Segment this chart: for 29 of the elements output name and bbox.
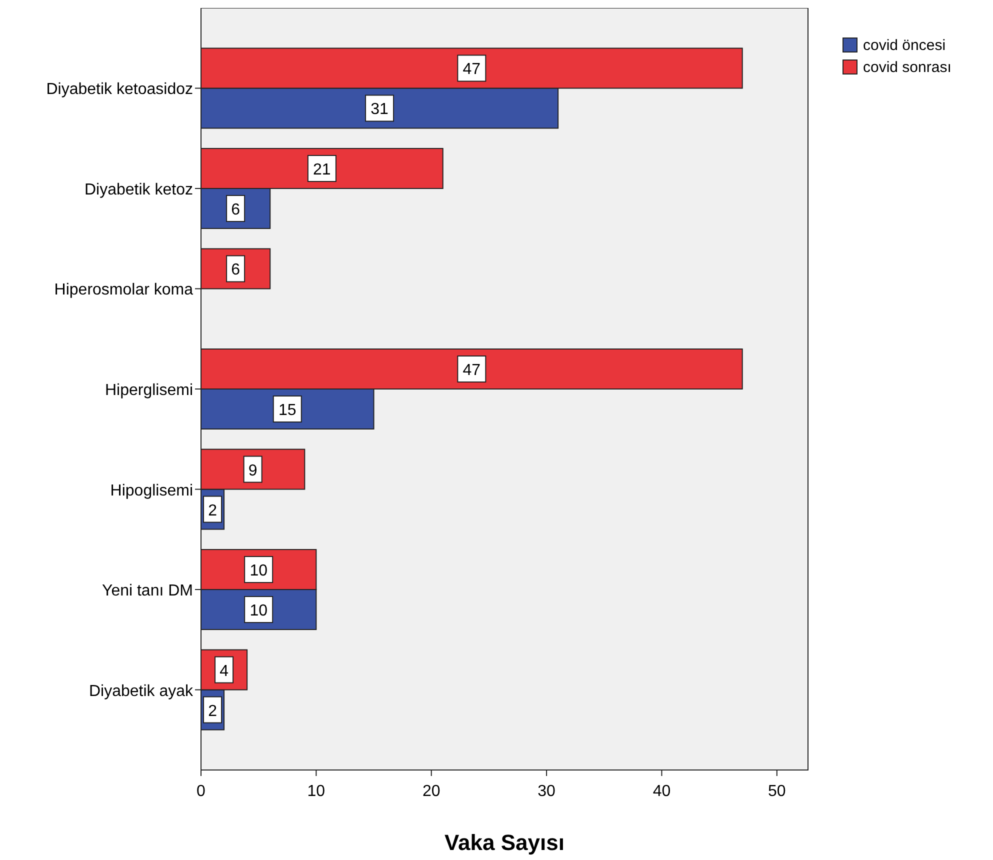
data-label: 10	[250, 602, 268, 620]
data-label: 10	[250, 562, 268, 580]
data-label: 4	[220, 662, 229, 680]
y-tick-label: Hipoglisemi	[110, 482, 193, 500]
y-tick-label: Diyabetik ketoz	[84, 181, 193, 198]
data-label: 47	[462, 362, 481, 379]
x-axis-title: Vaka Sayısı	[444, 830, 564, 855]
x-tick-label: 30	[538, 783, 556, 800]
data-label: 2	[208, 702, 218, 720]
data-label: 21	[313, 161, 331, 178]
x-tick-label: 0	[196, 783, 206, 800]
y-tick-label: Hiperosmolar koma	[54, 282, 194, 299]
y-tick-label: Diyabetik ayak	[88, 682, 194, 700]
y-tick-label: Hiperglisemi	[104, 382, 193, 399]
data-label: 31	[370, 101, 389, 118]
x-tick-label: 50	[768, 783, 786, 800]
x-tick-label: 10	[307, 783, 326, 800]
y-tick-label: Yeni tanı DM	[102, 582, 193, 600]
data-label: 15	[278, 402, 296, 419]
data-label: 47	[462, 61, 481, 78]
x-tick-label: 20	[422, 783, 440, 800]
data-label: 2	[208, 502, 218, 520]
y-tick-label: Diyabetik ketoasidoz	[46, 81, 193, 98]
data-label: 6	[231, 262, 240, 279]
legend-label: covid öncesi	[863, 37, 946, 54]
data-label: 6	[231, 201, 240, 218]
data-label: 9	[248, 462, 258, 480]
legend-label: covid sonrası	[863, 59, 952, 76]
x-tick-label: 40	[652, 783, 671, 800]
